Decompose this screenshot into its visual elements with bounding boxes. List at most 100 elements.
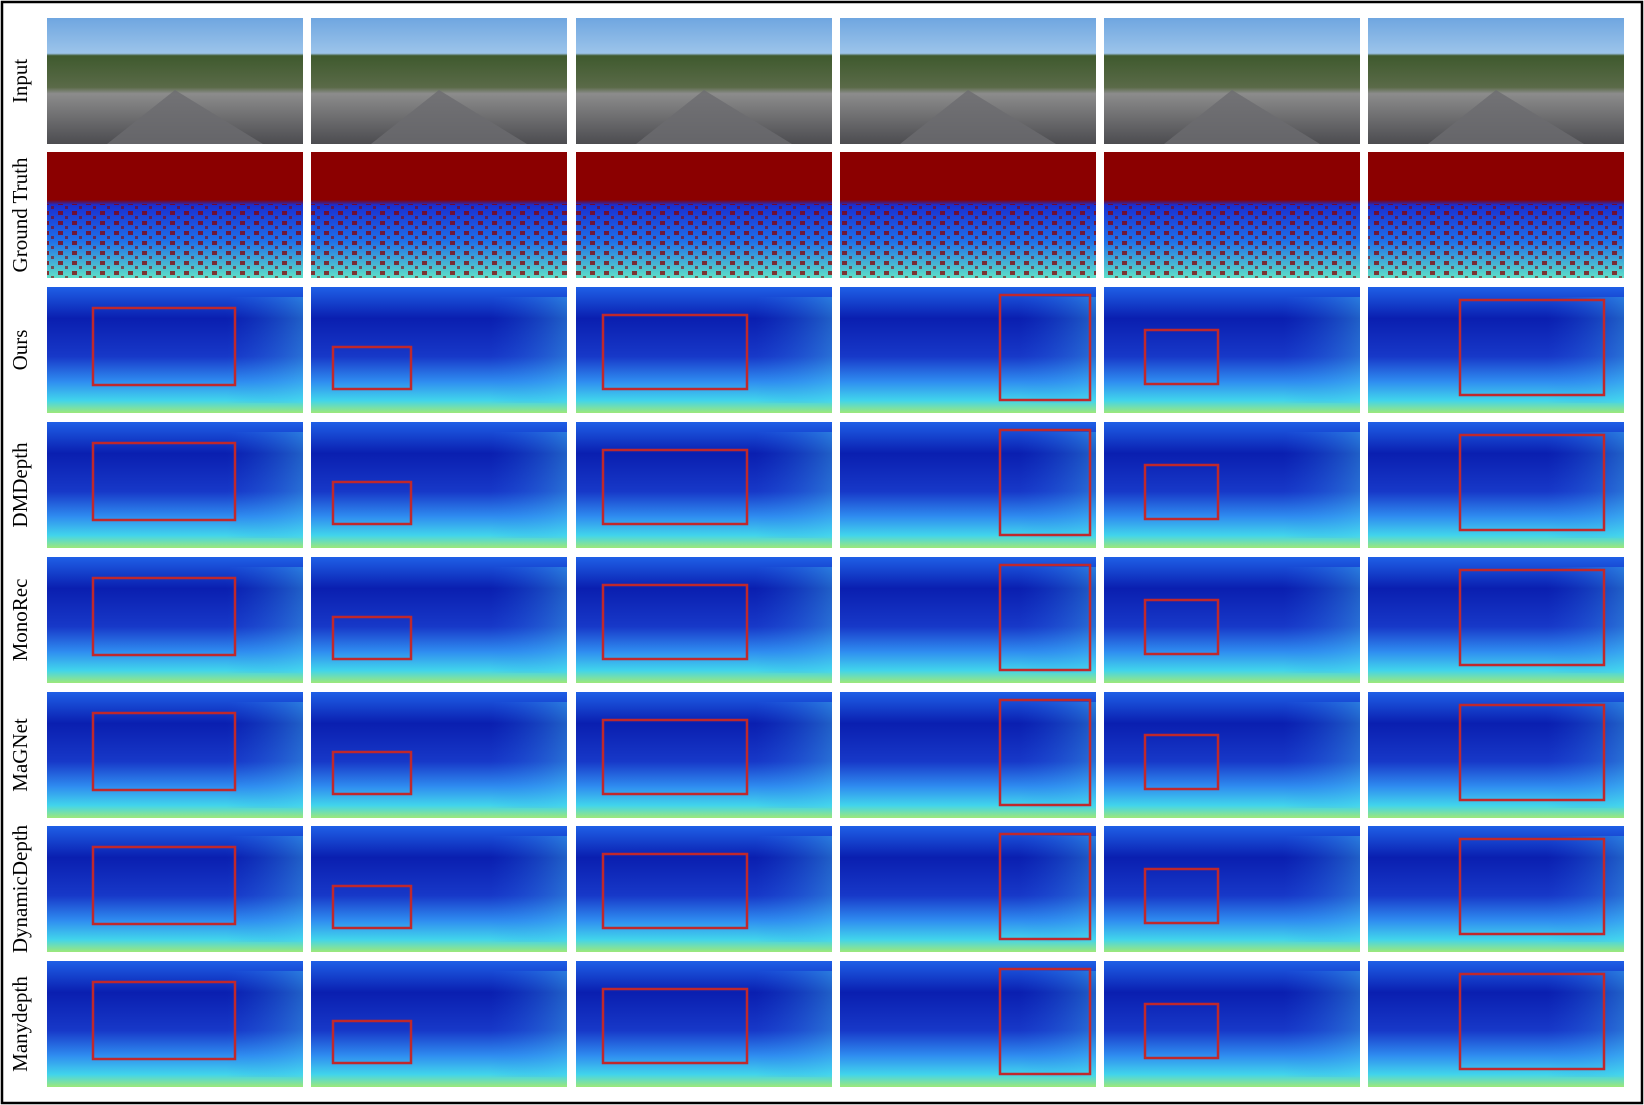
image-tile [840, 692, 1096, 818]
image-tile [1104, 287, 1360, 413]
depth-side [490, 297, 567, 403]
highlight-box [601, 852, 749, 930]
row-label: Ours [8, 330, 32, 371]
image-tile [840, 152, 1096, 278]
image-tile [576, 826, 832, 952]
highlight-box [1143, 867, 1220, 925]
image-tile [576, 692, 832, 818]
highlight-box [91, 845, 237, 926]
image-tile [47, 961, 303, 1087]
image-tile [840, 557, 1096, 683]
highlight-box [1458, 298, 1606, 397]
image-tile [840, 826, 1096, 952]
ground-truth-holes [1368, 204, 1624, 278]
image-tile [311, 961, 567, 1087]
highlight-box [1143, 463, 1220, 521]
image-tile [840, 287, 1096, 413]
highlight-box [91, 711, 237, 792]
image-tile [1104, 826, 1360, 952]
depth-side [755, 836, 832, 942]
depth-side [490, 836, 567, 942]
depth-side [490, 432, 567, 538]
image-tile [1104, 152, 1360, 278]
depth-side [1283, 971, 1360, 1077]
highlight-box [1458, 433, 1606, 532]
image-tile [311, 152, 567, 278]
depth-side [1019, 702, 1096, 808]
ground-truth-holes [1104, 204, 1360, 278]
highlight-box [998, 428, 1092, 537]
highlight-box [91, 980, 237, 1061]
image-tile [311, 826, 567, 952]
image-tile [576, 287, 832, 413]
depth-side [755, 297, 832, 403]
highlight-box [601, 583, 749, 661]
depth-side [1019, 432, 1096, 538]
image-tile [1368, 961, 1624, 1087]
highlight-box [998, 832, 1092, 941]
highlight-box [91, 576, 237, 657]
image-tile [840, 422, 1096, 548]
depth-side [1283, 702, 1360, 808]
image-tile [1104, 18, 1360, 144]
highlight-box [1143, 328, 1220, 386]
highlight-box [998, 563, 1092, 672]
road [371, 90, 527, 144]
depth-side [1547, 567, 1624, 673]
image-tile [47, 152, 303, 278]
depth-side [226, 702, 303, 808]
image-tile [311, 692, 567, 818]
depth-side [490, 971, 567, 1077]
depth-side [755, 971, 832, 1077]
image-tile [1104, 557, 1360, 683]
image-tile [1104, 692, 1360, 818]
depth-side [1283, 297, 1360, 403]
highlight-box [331, 480, 413, 526]
image-tile [47, 287, 303, 413]
image-tile [311, 422, 567, 548]
depth-side [1283, 432, 1360, 538]
row-label: Input [8, 59, 32, 103]
road [900, 90, 1056, 144]
image-tile [311, 287, 567, 413]
highlight-box [331, 345, 413, 391]
highlight-box [1143, 1002, 1220, 1060]
ground-truth-holes [311, 204, 567, 278]
depth-side [1547, 297, 1624, 403]
highlight-box [601, 718, 749, 796]
depth-side [755, 432, 832, 538]
depth-side [226, 567, 303, 673]
highlight-box [998, 293, 1092, 402]
highlight-box [1458, 972, 1606, 1071]
highlight-box [601, 313, 749, 391]
depth-side [1283, 836, 1360, 942]
highlight-box [1143, 733, 1220, 791]
image-tile [47, 826, 303, 952]
highlight-box [331, 884, 413, 930]
highlight-box [601, 987, 749, 1065]
image-tile [1368, 422, 1624, 548]
highlight-box [1458, 568, 1606, 667]
highlight-box [91, 306, 237, 387]
image-tile [1104, 961, 1360, 1087]
row-label: MonoRec [8, 579, 32, 662]
image-tile [1368, 826, 1624, 952]
image-tile [311, 557, 567, 683]
image-tile [576, 18, 832, 144]
depth-side [490, 567, 567, 673]
road [1164, 90, 1320, 144]
highlight-box [331, 1019, 413, 1065]
depth-side [226, 971, 303, 1077]
highlight-box [1458, 837, 1606, 936]
image-tile [1368, 18, 1624, 144]
highlight-box [998, 967, 1092, 1076]
image-tile [47, 422, 303, 548]
depth-side [1547, 702, 1624, 808]
image-tile [840, 18, 1096, 144]
ground-truth-holes [47, 204, 303, 278]
depth-side [226, 297, 303, 403]
depth-side [1547, 432, 1624, 538]
image-tile [47, 18, 303, 144]
highlight-box [331, 615, 413, 661]
